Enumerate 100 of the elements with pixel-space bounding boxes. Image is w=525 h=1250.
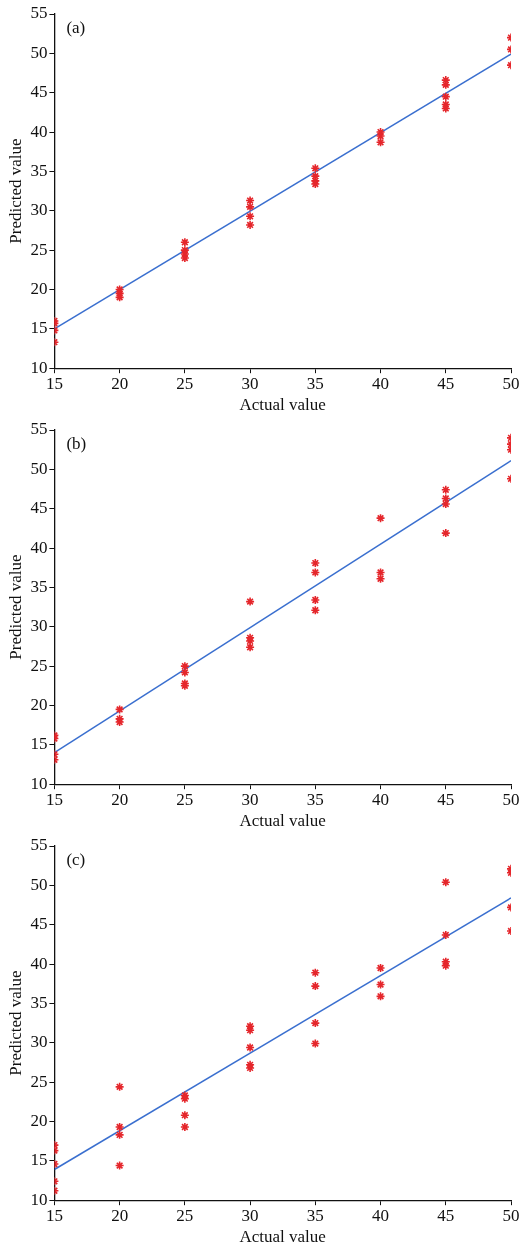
point — [245, 220, 255, 230]
point — [440, 485, 451, 495]
y-tick-label: 10 — [30, 773, 48, 793]
point — [114, 1122, 125, 1132]
y-tick-label: 40 — [30, 953, 48, 973]
y-tick-label: 45 — [30, 82, 48, 102]
point — [180, 1110, 190, 1120]
y-tick-label: 35 — [30, 576, 48, 596]
point — [440, 930, 451, 940]
y-tick-label: 15 — [30, 318, 48, 338]
point — [310, 558, 321, 568]
point — [114, 1160, 125, 1171]
x-tick-label: 40 — [372, 789, 390, 809]
y-tick-label: 40 — [30, 121, 48, 141]
y-tick-label: 25 — [30, 1071, 48, 1091]
y-tick-label: 25 — [30, 239, 48, 259]
y-tick-label: 30 — [30, 1032, 48, 1052]
point — [375, 127, 386, 137]
point — [310, 967, 321, 978]
y-tick-label: 15 — [30, 1150, 48, 1170]
point — [375, 567, 386, 578]
x-tick-label: 40 — [372, 1205, 390, 1225]
y-tick-label: 20 — [30, 1110, 48, 1130]
point — [310, 163, 321, 174]
x-tick-label: 45 — [437, 1205, 455, 1225]
x-axis-title: Actual value — [239, 1227, 326, 1247]
y-tick-label: 50 — [30, 42, 48, 62]
x-tick-label: 25 — [176, 1205, 194, 1225]
x-tick-label: 50 — [502, 373, 520, 393]
point — [245, 195, 255, 206]
y-tick-label: 50 — [30, 874, 48, 894]
point — [245, 202, 255, 212]
y-axis-title: Predicted value — [5, 554, 25, 660]
y-tick-label: 10 — [30, 357, 48, 377]
point — [245, 211, 255, 222]
y-tick-label: 50 — [30, 458, 48, 478]
x-tick-label: 35 — [306, 373, 324, 393]
annotation: (a) — [66, 17, 86, 37]
x-tick-label: 20 — [111, 789, 129, 809]
point — [440, 91, 451, 102]
point — [245, 1042, 255, 1053]
point — [310, 595, 321, 605]
point — [440, 877, 451, 888]
point — [310, 567, 321, 578]
y-axis-title: Predicted value — [5, 970, 25, 1076]
point — [114, 1130, 125, 1140]
point — [310, 981, 321, 991]
x-tick-label: 35 — [306, 1205, 324, 1225]
y-tick-label: 30 — [30, 616, 48, 636]
point — [180, 661, 190, 671]
point — [180, 237, 190, 248]
x-tick-label: 45 — [437, 373, 455, 393]
y-tick-label: 55 — [30, 419, 48, 439]
point — [245, 596, 255, 607]
point — [375, 979, 386, 990]
y-tick-label: 45 — [30, 914, 48, 934]
y-tick-label: 45 — [30, 498, 48, 518]
point — [245, 642, 255, 653]
y-tick-label: 10 — [30, 1189, 48, 1209]
point — [180, 245, 190, 255]
x-tick-label: 25 — [176, 373, 194, 393]
y-axis-title: Predicted value — [5, 138, 25, 244]
point — [440, 528, 451, 538]
y-tick-label: 15 — [30, 734, 48, 754]
x-tick-label: 50 — [502, 789, 520, 809]
x-tick-label: 20 — [111, 1205, 129, 1225]
point — [375, 513, 386, 523]
x-tick-label: 35 — [306, 789, 324, 809]
x-tick-label: 15 — [45, 1205, 63, 1225]
point — [310, 605, 321, 616]
x-tick-label: 15 — [45, 373, 63, 393]
y-tick-label: 35 — [30, 992, 48, 1012]
point — [375, 963, 386, 973]
point — [375, 131, 386, 141]
y-tick-label: 55 — [30, 835, 48, 855]
annotation: (b) — [66, 433, 87, 453]
point — [114, 704, 125, 715]
annotation: (c) — [66, 849, 86, 869]
y-tick-label: 30 — [30, 200, 48, 220]
x-tick-label: 20 — [111, 373, 129, 393]
y-tick-label: 40 — [30, 537, 48, 557]
y-tick-label: 35 — [30, 160, 48, 180]
x-tick-label: 30 — [241, 1205, 259, 1225]
point — [180, 667, 190, 678]
x-tick-label: 15 — [45, 789, 63, 809]
y-tick-label: 55 — [30, 3, 48, 23]
point — [114, 1082, 125, 1092]
point — [375, 137, 386, 148]
x-tick-label: 40 — [372, 373, 390, 393]
point — [180, 1122, 190, 1132]
y-tick-label: 20 — [30, 278, 48, 298]
point — [180, 253, 190, 263]
x-tick-label: 30 — [241, 789, 259, 809]
x-tick-label: 50 — [502, 1205, 520, 1225]
y-tick-label: 25 — [30, 655, 48, 675]
x-tick-label: 25 — [176, 789, 194, 809]
point — [310, 1038, 321, 1049]
y-tick-label: 20 — [30, 694, 48, 714]
x-axis-title: Actual value — [239, 811, 326, 831]
x-tick-label: 30 — [241, 373, 259, 393]
